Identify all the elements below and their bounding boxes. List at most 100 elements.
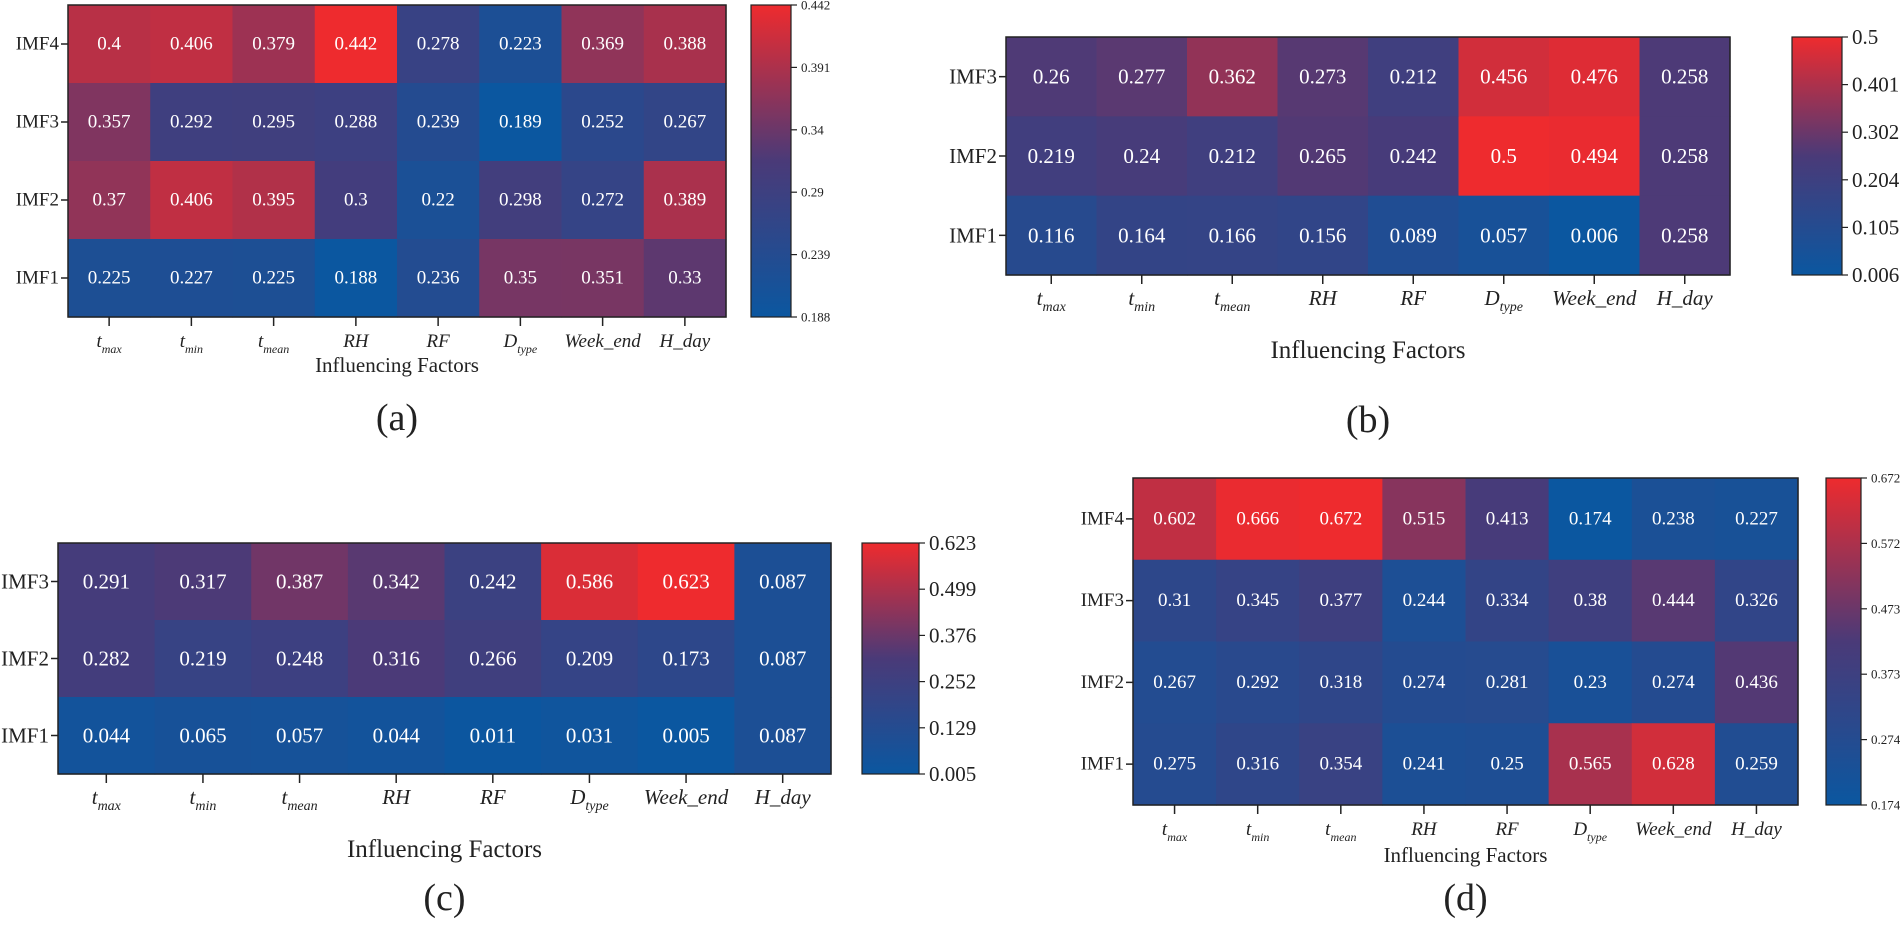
y-tick-label: IMF1 bbox=[949, 223, 997, 247]
colorbar-tick-label: 0.376 bbox=[929, 623, 976, 647]
cell-value-label: 0.3 bbox=[344, 190, 368, 211]
heatmap-panel: 0.291 0.317 0.387 0.342 0.242 0.586 0.623 0.087… bbox=[1, 531, 976, 919]
heatmap-cell bbox=[1187, 195, 1279, 276]
y-tick-label: IMF3 bbox=[1, 570, 49, 594]
x-tick-label: RH bbox=[1410, 819, 1438, 840]
cell-value-label: 0.623 bbox=[662, 570, 709, 594]
cell-value-label: 0.35 bbox=[504, 268, 537, 289]
heatmap-cell bbox=[232, 161, 316, 240]
x-tick-label: Week_end bbox=[644, 785, 729, 809]
x-tick-label: tmean bbox=[281, 785, 317, 814]
cell-value-label: 0.602 bbox=[1153, 508, 1196, 529]
cell-value-label: 0.413 bbox=[1486, 508, 1529, 529]
heatmap-cell bbox=[347, 620, 446, 698]
cell-value-label: 0.044 bbox=[83, 724, 131, 748]
heatmap-cell bbox=[1631, 723, 1716, 806]
heatmap-cell bbox=[1006, 195, 1098, 276]
heatmap-cell bbox=[1639, 37, 1731, 117]
cell-value-label: 0.317 bbox=[179, 570, 226, 594]
cell-value-label: 0.044 bbox=[373, 724, 421, 748]
heatmap-cell bbox=[68, 161, 151, 240]
heatmap-cell bbox=[734, 620, 832, 698]
x-tick-label: tmin bbox=[1128, 286, 1155, 315]
heatmap-cell bbox=[1133, 723, 1217, 806]
cell-value-label: 0.242 bbox=[469, 570, 516, 594]
colorbar-gradient bbox=[750, 4, 792, 318]
heatmap-cell bbox=[1631, 641, 1716, 724]
cell-value-label: 0.281 bbox=[1486, 672, 1529, 693]
heatmap-cell bbox=[251, 697, 349, 775]
x-tick-label: Week_end bbox=[1635, 819, 1712, 840]
x-tick-label: Dtype bbox=[569, 785, 609, 814]
heatmap-cell bbox=[1548, 478, 1633, 561]
heatmap-cell bbox=[347, 543, 446, 621]
colorbar-tick-label: 0.5 bbox=[1852, 25, 1878, 49]
heatmap-panel: 0.26 0.277 0.362 0.273 0.212 0.456 0.476 0.258 0… bbox=[949, 25, 1900, 441]
colorbar-tick-label: 0.499 bbox=[929, 577, 976, 601]
heatmap-cell bbox=[58, 620, 156, 698]
cell-value-label: 0.259 bbox=[1735, 754, 1778, 775]
cell-value-label: 0.25 bbox=[1490, 754, 1523, 775]
cell-value-label: 0.444 bbox=[1652, 590, 1695, 611]
cell-value-label: 0.389 bbox=[664, 190, 707, 211]
colorbar-tick-label: 0.373 bbox=[1871, 667, 1900, 682]
cell-value-label: 0.089 bbox=[1390, 223, 1437, 247]
x-tick-label: RH bbox=[1308, 286, 1339, 310]
heatmap-cell bbox=[1216, 559, 1300, 643]
heatmap-cell bbox=[1382, 478, 1467, 561]
cell-value-label: 0.316 bbox=[1236, 754, 1279, 775]
heatmap-cell bbox=[1299, 559, 1383, 643]
heatmap-cell bbox=[397, 239, 480, 318]
cell-value-label: 0.189 bbox=[499, 112, 542, 133]
heatmap-cell bbox=[1548, 641, 1633, 724]
heatmap-cell bbox=[1277, 116, 1369, 197]
heatmap-cell bbox=[1465, 559, 1550, 643]
heatmap-cell bbox=[1133, 641, 1217, 724]
cell-value-label: 0.166 bbox=[1209, 223, 1256, 247]
heatmap-cell bbox=[1631, 559, 1716, 643]
heatmap-cell bbox=[1458, 195, 1550, 276]
heatmap-cell bbox=[232, 5, 316, 84]
cell-value-label: 0.006 bbox=[1571, 223, 1618, 247]
colorbar: 0.623 0.499 0.376 0.252 0.129 0.005 bbox=[861, 531, 976, 786]
colorbar-tick-label: 0.274 bbox=[1871, 732, 1900, 747]
cell-value-label: 0.267 bbox=[664, 112, 707, 133]
x-tick-label: RH bbox=[342, 331, 370, 352]
panel-label: (b) bbox=[1346, 399, 1390, 441]
colorbar-gradient bbox=[861, 542, 920, 775]
heatmap-cell bbox=[479, 5, 563, 84]
cell-value-label: 0.298 bbox=[499, 190, 542, 211]
colorbar-tick-label: 0.006 bbox=[1852, 263, 1899, 287]
cell-value-label: 0.225 bbox=[88, 268, 131, 289]
x-tick-label: tmean bbox=[258, 331, 289, 356]
heatmap-cell bbox=[1714, 641, 1799, 724]
cell-value-label: 0.258 bbox=[1661, 144, 1708, 168]
cell-value-label: 0.334 bbox=[1486, 590, 1529, 611]
y-tick-label: IMF2 bbox=[1, 647, 49, 671]
cell-value-label: 0.258 bbox=[1661, 65, 1708, 89]
heatmap-cell bbox=[1465, 641, 1550, 724]
cell-value-label: 0.33 bbox=[668, 268, 701, 289]
heatmap-cell bbox=[643, 83, 727, 162]
cell-value-label: 0.565 bbox=[1569, 754, 1612, 775]
cell-value-label: 0.5 bbox=[1491, 144, 1517, 168]
cell-value-label: 0.274 bbox=[1652, 672, 1695, 693]
heatmap-cell bbox=[1549, 116, 1641, 197]
colorbar-tick-label: 0.572 bbox=[1871, 536, 1900, 551]
cell-value-label: 0.209 bbox=[566, 647, 613, 671]
heatmap-cell bbox=[1299, 641, 1383, 724]
y-tick-label: IMF4 bbox=[1081, 508, 1125, 529]
colorbar: 0.442 0.391 0.34 0.29 0.239 0.188 bbox=[750, 0, 830, 325]
x-axis-label: Influencing Factors bbox=[1270, 337, 1465, 364]
heatmap-cell bbox=[232, 83, 316, 162]
heatmap-cell bbox=[58, 697, 156, 775]
cell-value-label: 0.164 bbox=[1118, 223, 1166, 247]
heatmap-cell bbox=[314, 239, 398, 318]
colorbar-tick-label: 0.204 bbox=[1852, 168, 1900, 192]
heatmap-cell bbox=[232, 239, 316, 318]
cell-value-label: 0.087 bbox=[759, 570, 806, 594]
cell-value-label: 0.387 bbox=[276, 570, 323, 594]
cell-value-label: 0.275 bbox=[1153, 754, 1196, 775]
cell-value-label: 0.057 bbox=[276, 724, 323, 748]
colorbar-tick-label: 0.174 bbox=[1871, 798, 1900, 813]
